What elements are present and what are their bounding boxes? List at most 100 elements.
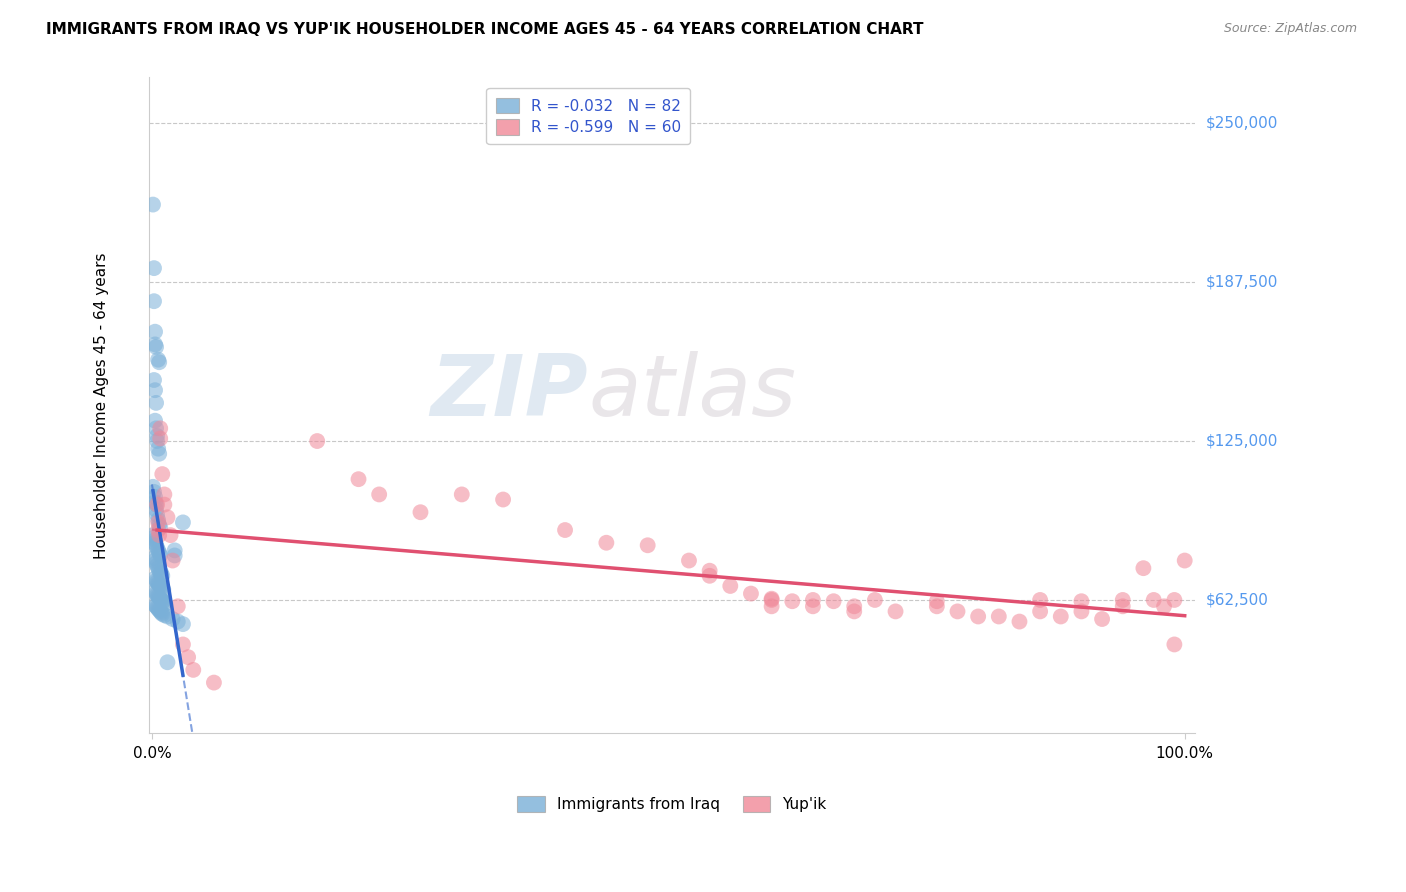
Text: $250,000: $250,000: [1206, 116, 1278, 131]
Point: [153, 487, 176, 501]
Point: [150, 582, 173, 596]
Point: [155, 597, 177, 611]
Point: [150, 593, 173, 607]
Point: [1070, 604, 1092, 618]
Point: [699, 569, 721, 583]
Point: [146, 508, 169, 522]
Text: Householder Income Ages 45 - 64 years: Householder Income Ages 45 - 64 years: [94, 252, 110, 558]
Text: Source: ZipAtlas.com: Source: ZipAtlas.com: [1223, 22, 1357, 36]
Point: [148, 577, 170, 591]
Point: [1070, 594, 1092, 608]
Point: [150, 607, 173, 621]
Point: [143, 584, 166, 599]
Point: [146, 541, 169, 555]
Point: [1163, 637, 1185, 651]
Point: [1153, 599, 1175, 614]
Point: [150, 569, 173, 583]
Point: [492, 492, 515, 507]
Point: [146, 588, 169, 602]
Text: atlas: atlas: [588, 351, 796, 434]
Point: [987, 609, 1010, 624]
Point: [145, 599, 167, 614]
Point: [148, 546, 170, 560]
Point: [148, 355, 170, 369]
Point: [156, 510, 179, 524]
Point: [148, 603, 170, 617]
Point: [801, 599, 824, 614]
Point: [884, 604, 907, 618]
Point: [1163, 593, 1185, 607]
Point: [678, 553, 700, 567]
Point: [146, 442, 169, 456]
Point: [145, 574, 167, 588]
Point: [166, 599, 188, 614]
Point: [162, 553, 184, 567]
Point: [143, 531, 166, 545]
Point: [172, 637, 194, 651]
Point: [844, 599, 866, 614]
Point: [637, 538, 659, 552]
Text: $125,000: $125,000: [1206, 434, 1278, 449]
Point: [925, 594, 948, 608]
Text: ZIP: ZIP: [430, 351, 588, 434]
Point: [148, 564, 170, 578]
Point: [146, 576, 169, 591]
Point: [202, 675, 225, 690]
Point: [347, 472, 370, 486]
Point: [146, 498, 169, 512]
Point: [149, 549, 172, 563]
Point: [142, 480, 165, 494]
Point: [181, 663, 204, 677]
Point: [146, 429, 169, 443]
Point: [143, 553, 166, 567]
Point: [145, 421, 167, 435]
Point: [146, 558, 169, 573]
Point: [149, 566, 172, 581]
Point: [145, 396, 167, 410]
Point: [1112, 599, 1135, 614]
Point: [143, 551, 166, 566]
Point: [946, 604, 969, 618]
Point: [143, 533, 166, 548]
Point: [1049, 609, 1071, 624]
Point: [146, 434, 169, 448]
Point: [699, 564, 721, 578]
Point: [146, 543, 169, 558]
Point: [166, 615, 188, 629]
Point: [177, 650, 200, 665]
Point: [143, 373, 166, 387]
Point: [145, 340, 167, 354]
Point: [146, 523, 169, 537]
Point: [740, 586, 762, 600]
Point: [149, 432, 172, 446]
Point: [149, 579, 172, 593]
Point: [156, 609, 179, 624]
Point: [149, 520, 172, 534]
Point: [1174, 553, 1197, 567]
Point: [780, 594, 803, 608]
Point: [150, 606, 173, 620]
Point: [143, 598, 166, 612]
Point: [143, 495, 166, 509]
Point: [1132, 561, 1154, 575]
Point: [146, 602, 169, 616]
Point: [823, 594, 845, 608]
Point: [146, 575, 169, 590]
Point: [162, 612, 184, 626]
Point: [145, 502, 167, 516]
Point: [150, 580, 173, 594]
Text: IMMIGRANTS FROM IRAQ VS YUP'IK HOUSEHOLDER INCOME AGES 45 - 64 YEARS CORRELATION: IMMIGRANTS FROM IRAQ VS YUP'IK HOUSEHOLD…: [46, 22, 924, 37]
Point: [149, 604, 172, 618]
Point: [142, 528, 165, 542]
Point: [554, 523, 576, 537]
Point: [148, 447, 170, 461]
Point: [143, 484, 166, 499]
Point: [143, 571, 166, 585]
Point: [163, 543, 186, 558]
Point: [143, 294, 166, 309]
Point: [152, 594, 174, 608]
Point: [146, 600, 169, 615]
Point: [145, 498, 167, 512]
Point: [145, 586, 167, 600]
Point: [156, 655, 179, 669]
